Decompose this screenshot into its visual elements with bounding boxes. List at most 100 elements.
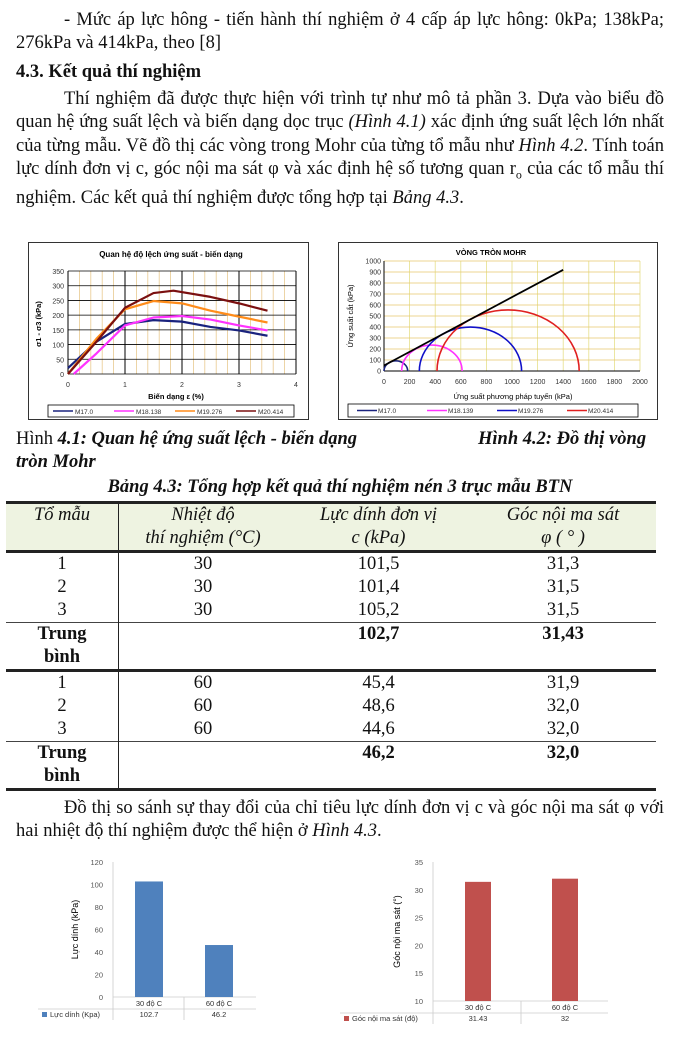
svg-text:0: 0: [66, 382, 70, 389]
cell: 60: [193, 673, 213, 693]
svg-text:1800: 1800: [607, 379, 623, 386]
svg-text:60: 60: [95, 926, 103, 935]
cell: 44,6: [362, 719, 395, 739]
header-group: Tổ mẫu: [6, 501, 119, 552]
figure-4-2-caption: Hình 4.2: Đồ thị vòng: [478, 429, 647, 449]
average-label: Trung bình: [6, 741, 119, 791]
svg-text:120: 120: [90, 858, 103, 867]
svg-text:500: 500: [369, 314, 381, 321]
cell: [118, 622, 287, 672]
cell: 30: [193, 577, 213, 597]
cell: 1: [6, 670, 119, 695]
svg-text:30 độ C: 30 độ C: [465, 1003, 492, 1012]
svg-text:σ1 - σ3 (kPa): σ1 - σ3 (kPa): [34, 301, 43, 347]
header-cell: Nhiệt độ: [171, 505, 235, 525]
text-run: Đồ thị so sánh sự thay đổi của chỉ tiêu …: [16, 798, 664, 842]
cell: 2: [6, 576, 119, 599]
figure-4-2-mohr-circle-chart: VÒNG TRÒN MOHR 0 100 200 300 400 500 600 700 800 9…: [338, 242, 658, 420]
svg-text:3: 3: [237, 382, 241, 389]
svg-text:100: 100: [90, 881, 103, 890]
svg-text:20: 20: [95, 971, 103, 980]
cell: bình: [43, 647, 80, 667]
cell: 101,4: [357, 577, 400, 597]
intro-paragraph: - Mức áp lực hông - tiến hành thí nghiệm…: [16, 9, 664, 56]
header-temp: Nhiệt độ thí nghiệm (°C): [118, 501, 287, 552]
average-cohesion: 102,7: [287, 622, 470, 672]
svg-text:M17.0: M17.0: [75, 409, 93, 416]
cell: Trung: [37, 624, 87, 644]
svg-text:800: 800: [369, 281, 381, 288]
svg-text:300: 300: [369, 336, 381, 343]
cell: 45,4: [362, 673, 395, 693]
svg-text:0: 0: [382, 379, 386, 386]
svg-text:200: 200: [404, 379, 416, 386]
text-run: của các tổ mẫu thí nghiệm. Các kết quả t…: [16, 159, 664, 209]
svg-text:100: 100: [369, 358, 381, 365]
svg-text:30 độ C: 30 độ C: [136, 999, 163, 1008]
svg-text:46.2: 46.2: [212, 1010, 227, 1019]
svg-text:Biến dạng ε (%): Biến dạng ε (%): [148, 392, 204, 401]
header-cell: thí nghiệm (°C): [145, 528, 261, 548]
svg-text:60 độ C: 60 độ C: [552, 1003, 579, 1012]
table-row: 3 60 44,6 32,0: [6, 718, 656, 742]
svg-text:Lực dính (Kpa): Lực dính (Kpa): [50, 1010, 101, 1019]
svg-text:1200: 1200: [530, 379, 546, 386]
cell: 60: [193, 719, 213, 739]
header-cell: Lực dính đơn vị: [319, 505, 438, 525]
cell: 31,5: [546, 600, 580, 620]
stress-strain-plot: Quan hệ độ lệch ứng suất - biến dạng 0 50 1…: [34, 250, 298, 418]
average-cohesion: 46,2: [287, 741, 470, 791]
svg-text:VÒNG TRÒN MOHR: VÒNG TRÒN MOHR: [456, 248, 527, 257]
intro-text: - Mức áp lực hông - tiến hành thí nghiệm…: [16, 10, 664, 54]
text-run: .: [459, 188, 464, 209]
header-cell: φ ( ° ): [541, 528, 585, 548]
svg-text:400: 400: [369, 325, 381, 332]
svg-text:1600: 1600: [581, 379, 597, 386]
cell: 30: [193, 600, 213, 620]
cell: [118, 741, 287, 791]
average-friction: 32,0: [470, 741, 656, 791]
cell: bình: [43, 766, 80, 786]
table-row: 2 30 101,4 31,5: [6, 576, 656, 599]
text-run: .: [377, 821, 382, 842]
average-friction: 31,43: [470, 622, 656, 672]
table-header-row: Tổ mẫu Nhiệt độ thí nghiệm (°C) Lực dính …: [6, 501, 656, 552]
svg-text:1400: 1400: [555, 379, 571, 386]
svg-text:200: 200: [369, 347, 381, 354]
svg-text:600: 600: [455, 379, 467, 386]
svg-text:100: 100: [52, 343, 64, 350]
svg-text:1000: 1000: [504, 379, 520, 386]
svg-text:400: 400: [429, 379, 441, 386]
average-row: Trung bình 46,2 32,0: [6, 741, 656, 791]
caption-text: 4.1: Quan hệ ứng suất lệch - biến dạng: [57, 429, 358, 449]
friction-bar-chart: 10 15 20 25 30 35 30 độ C 60 độ C Góc nội ma sát…: [340, 858, 608, 1024]
cell: 32,0: [546, 719, 580, 739]
svg-text:Góc nội ma sát (°): Góc nội ma sát (°): [392, 895, 402, 968]
svg-text:2000: 2000: [632, 379, 648, 386]
cell: 31,5: [546, 577, 580, 597]
cell: 60: [193, 696, 213, 716]
svg-text:M18.139: M18.139: [448, 408, 474, 415]
svg-text:102.7: 102.7: [140, 1010, 159, 1019]
svg-text:1: 1: [123, 382, 127, 389]
figure-4-1-stress-strain-chart: Quan hệ độ lệch ứng suất - biến dạng 0 50 1…: [28, 242, 309, 420]
header-cohesion: Lực dính đơn vị c (kPa): [287, 501, 470, 552]
svg-text:200: 200: [52, 313, 64, 320]
svg-text:M17.0: M17.0: [378, 408, 396, 415]
header-cell: c (kPa): [351, 528, 406, 548]
outro-paragraph: Đồ thị so sánh sự thay đổi của chỉ tiêu …: [16, 797, 664, 844]
header-friction: Góc nội ma sát φ ( ° ): [470, 501, 656, 552]
text-run: . Tính toán lực dính đơn vị c, góc nội m…: [16, 135, 665, 180]
svg-text:700: 700: [369, 292, 381, 299]
svg-text:30: 30: [415, 886, 423, 895]
svg-text:1000: 1000: [365, 259, 381, 266]
svg-text:80: 80: [95, 903, 103, 912]
svg-text:2: 2: [180, 382, 184, 389]
svg-text:150: 150: [52, 328, 64, 335]
cohesion-bar-chart: 0 20 40 60 80 100 120 30 độ C 60 độ C Lực dính (K…: [38, 858, 256, 1020]
figure-4-2-caption-cont: tròn Mohr: [16, 452, 96, 472]
svg-text:M19.276: M19.276: [518, 408, 544, 415]
mohr-circle-plot: VÒNG TRÒN MOHR 0 100 200 300 400 500 600 700 800 9…: [346, 248, 648, 418]
svg-text:31.43: 31.43: [469, 1014, 488, 1023]
svg-text:Lực dính (kPa): Lực dính (kPa): [70, 900, 80, 960]
